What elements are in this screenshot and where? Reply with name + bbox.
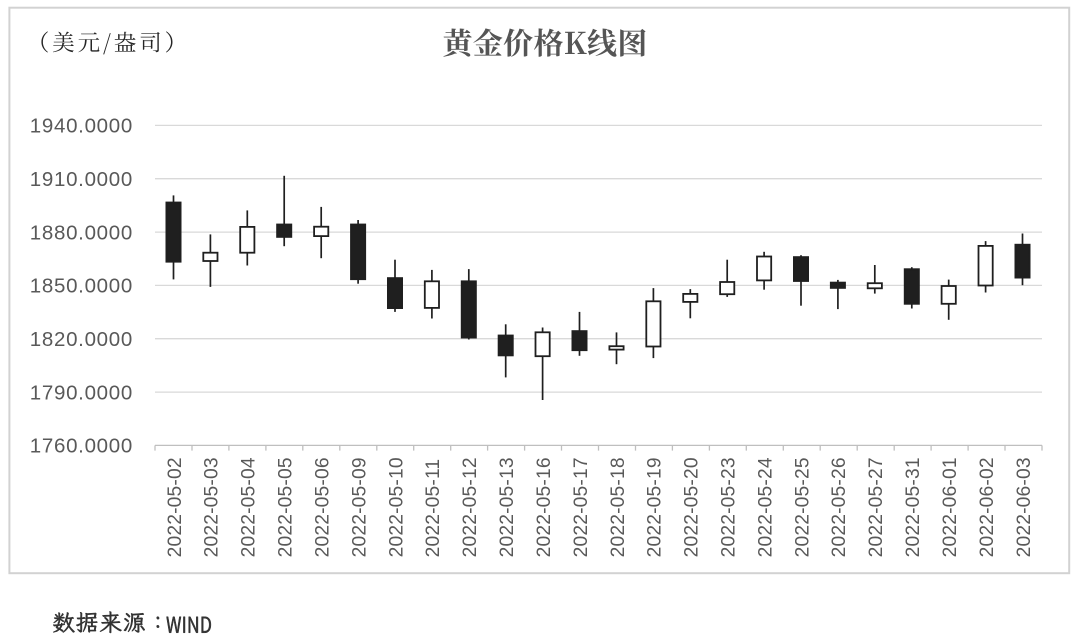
svg-text:2022-05-16: 2022-05-16 xyxy=(534,457,555,557)
svg-text:2022-05-27: 2022-05-27 xyxy=(866,457,887,557)
svg-text:2022-05-03: 2022-05-03 xyxy=(202,457,223,557)
svg-text:2022-05-17: 2022-05-17 xyxy=(571,457,592,557)
svg-text:2022-05-26: 2022-05-26 xyxy=(829,457,850,557)
svg-text:1850.0000: 1850.0000 xyxy=(30,275,133,298)
svg-text:2022-05-12: 2022-05-12 xyxy=(460,457,481,557)
svg-text:2022-05-04: 2022-05-04 xyxy=(239,457,260,557)
svg-text:1760.0000: 1760.0000 xyxy=(30,435,133,458)
svg-text:2022-05-19: 2022-05-19 xyxy=(645,457,666,557)
svg-text:1790.0000: 1790.0000 xyxy=(30,381,133,404)
svg-text:2022-06-02: 2022-06-02 xyxy=(977,457,998,557)
svg-text:2022-05-13: 2022-05-13 xyxy=(497,457,518,557)
svg-text:1940.0000: 1940.0000 xyxy=(30,115,133,138)
svg-text:2022-05-20: 2022-05-20 xyxy=(682,457,703,557)
svg-text:2022-06-01: 2022-06-01 xyxy=(940,457,961,557)
svg-text:2022-05-11: 2022-05-11 xyxy=(423,459,444,558)
svg-text:1820.0000: 1820.0000 xyxy=(30,328,133,351)
svg-text:2022-05-18: 2022-05-18 xyxy=(608,457,629,557)
svg-text:2022-05-24: 2022-05-24 xyxy=(755,457,776,557)
svg-text:2022-05-31: 2022-05-31 xyxy=(903,457,924,557)
svg-text:2022-05-05: 2022-05-05 xyxy=(276,457,297,557)
svg-text:2022-05-06: 2022-05-06 xyxy=(313,457,334,557)
svg-text:2022-05-09: 2022-05-09 xyxy=(349,457,370,557)
svg-text:1910.0000: 1910.0000 xyxy=(30,168,133,191)
svg-text:2022-05-23: 2022-05-23 xyxy=(719,457,740,557)
svg-text:2022-05-10: 2022-05-10 xyxy=(386,457,407,557)
svg-text:2022-06-03: 2022-06-03 xyxy=(1014,457,1035,557)
svg-text:2022-05-25: 2022-05-25 xyxy=(792,457,813,557)
svg-text:1880.0000: 1880.0000 xyxy=(30,221,133,244)
svg-text:2022-05-02: 2022-05-02 xyxy=(165,457,186,557)
